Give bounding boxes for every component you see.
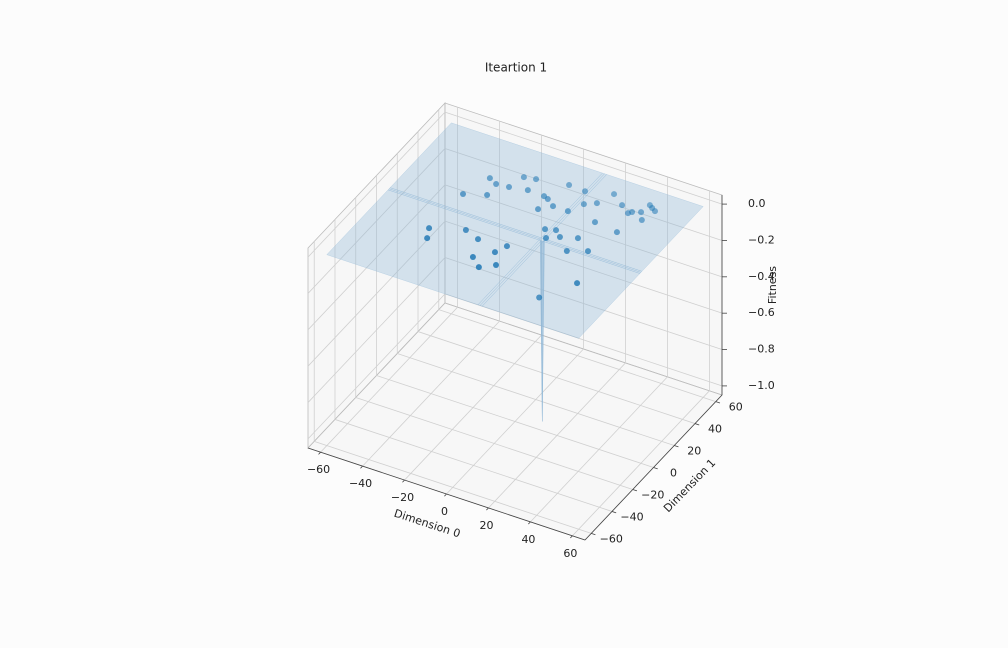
x-tick-label: 20 [479, 519, 493, 532]
z-axis-label: Fitness [766, 266, 779, 304]
point [542, 226, 549, 233]
y-tick-label: 60 [729, 401, 743, 414]
grid-line [444, 111, 723, 205]
tick-mark [591, 533, 596, 536]
tick-mark [402, 479, 405, 483]
point [426, 225, 433, 232]
point [475, 264, 482, 271]
point [520, 174, 527, 181]
point [503, 243, 510, 250]
y-tick-label: 0 [670, 467, 677, 480]
point [533, 176, 540, 183]
tick-mark [694, 423, 700, 426]
grid-line [444, 220, 723, 314]
point [424, 235, 431, 242]
y-tick-label: −40 [620, 510, 643, 523]
grid-line [397, 353, 675, 446]
point [638, 209, 645, 216]
tick-mark [360, 465, 363, 469]
point [566, 182, 573, 189]
tick-mark [632, 489, 638, 492]
z-tick-label: −0.8 [748, 343, 775, 356]
point [469, 254, 476, 261]
point [486, 175, 493, 182]
y-tick-label: 20 [687, 445, 701, 458]
point [493, 181, 500, 188]
grid-line [334, 419, 613, 512]
grid-line [438, 309, 716, 402]
point [491, 249, 498, 256]
tick-mark [528, 521, 531, 525]
grid-line [444, 148, 723, 241]
point [580, 201, 587, 208]
point [591, 219, 598, 226]
z-tick-label: −0.2 [748, 233, 775, 246]
point [475, 236, 482, 243]
point [593, 200, 600, 207]
point [651, 208, 658, 215]
x-tick-label: 0 [441, 505, 448, 518]
grid-line [314, 441, 592, 534]
grid-line [376, 375, 654, 468]
grid-line [444, 257, 723, 350]
point [613, 229, 620, 236]
x-tick-label: −40 [349, 477, 372, 490]
grid-line [307, 257, 446, 403]
tick-mark [486, 507, 489, 511]
z-tick-label: 0.0 [748, 197, 766, 210]
point [574, 280, 581, 287]
z-tick-label: −0.4 [748, 270, 775, 283]
tick-mark [570, 535, 573, 539]
tick-mark [653, 467, 658, 470]
y-tick-label: −60 [600, 532, 623, 545]
point [611, 191, 618, 198]
point [564, 208, 571, 215]
grid-line [307, 148, 446, 294]
tick-mark [444, 493, 447, 497]
point [506, 184, 513, 191]
point [638, 217, 645, 224]
x-tick-label: −60 [307, 463, 330, 476]
tick-mark [318, 451, 321, 455]
grid-line [417, 331, 696, 424]
point [619, 202, 626, 209]
point [584, 248, 591, 255]
point [553, 227, 560, 234]
tick-mark [715, 401, 721, 404]
point [524, 187, 531, 194]
z-tick-label: −1.0 [748, 379, 775, 392]
point [544, 196, 551, 203]
x-tick-label: 40 [521, 533, 535, 546]
point [556, 234, 563, 241]
chart-title: Iteartion 1 [485, 61, 547, 75]
point [629, 209, 636, 216]
point [462, 227, 469, 234]
grid-line [307, 184, 446, 331]
tick-mark [611, 511, 617, 514]
grid-line [307, 293, 446, 440]
z-tick-label: −0.6 [748, 306, 775, 319]
x-tick-label: −20 [391, 491, 414, 504]
point [484, 192, 491, 199]
point [550, 203, 557, 210]
point [536, 294, 543, 301]
grid-line [307, 220, 446, 367]
grid-line [444, 184, 723, 278]
tick-mark [674, 445, 679, 448]
point [493, 261, 500, 268]
grid-line [307, 111, 446, 258]
y-tick-label: −20 [641, 488, 664, 501]
grid-line [355, 397, 633, 490]
point [543, 235, 550, 242]
point [460, 190, 467, 197]
point [535, 206, 542, 213]
y-tick-label: 40 [708, 423, 722, 436]
x-tick-label: 60 [563, 547, 577, 560]
point [574, 235, 581, 242]
point [582, 188, 589, 195]
point [563, 247, 570, 254]
surface-patch [481, 241, 641, 339]
